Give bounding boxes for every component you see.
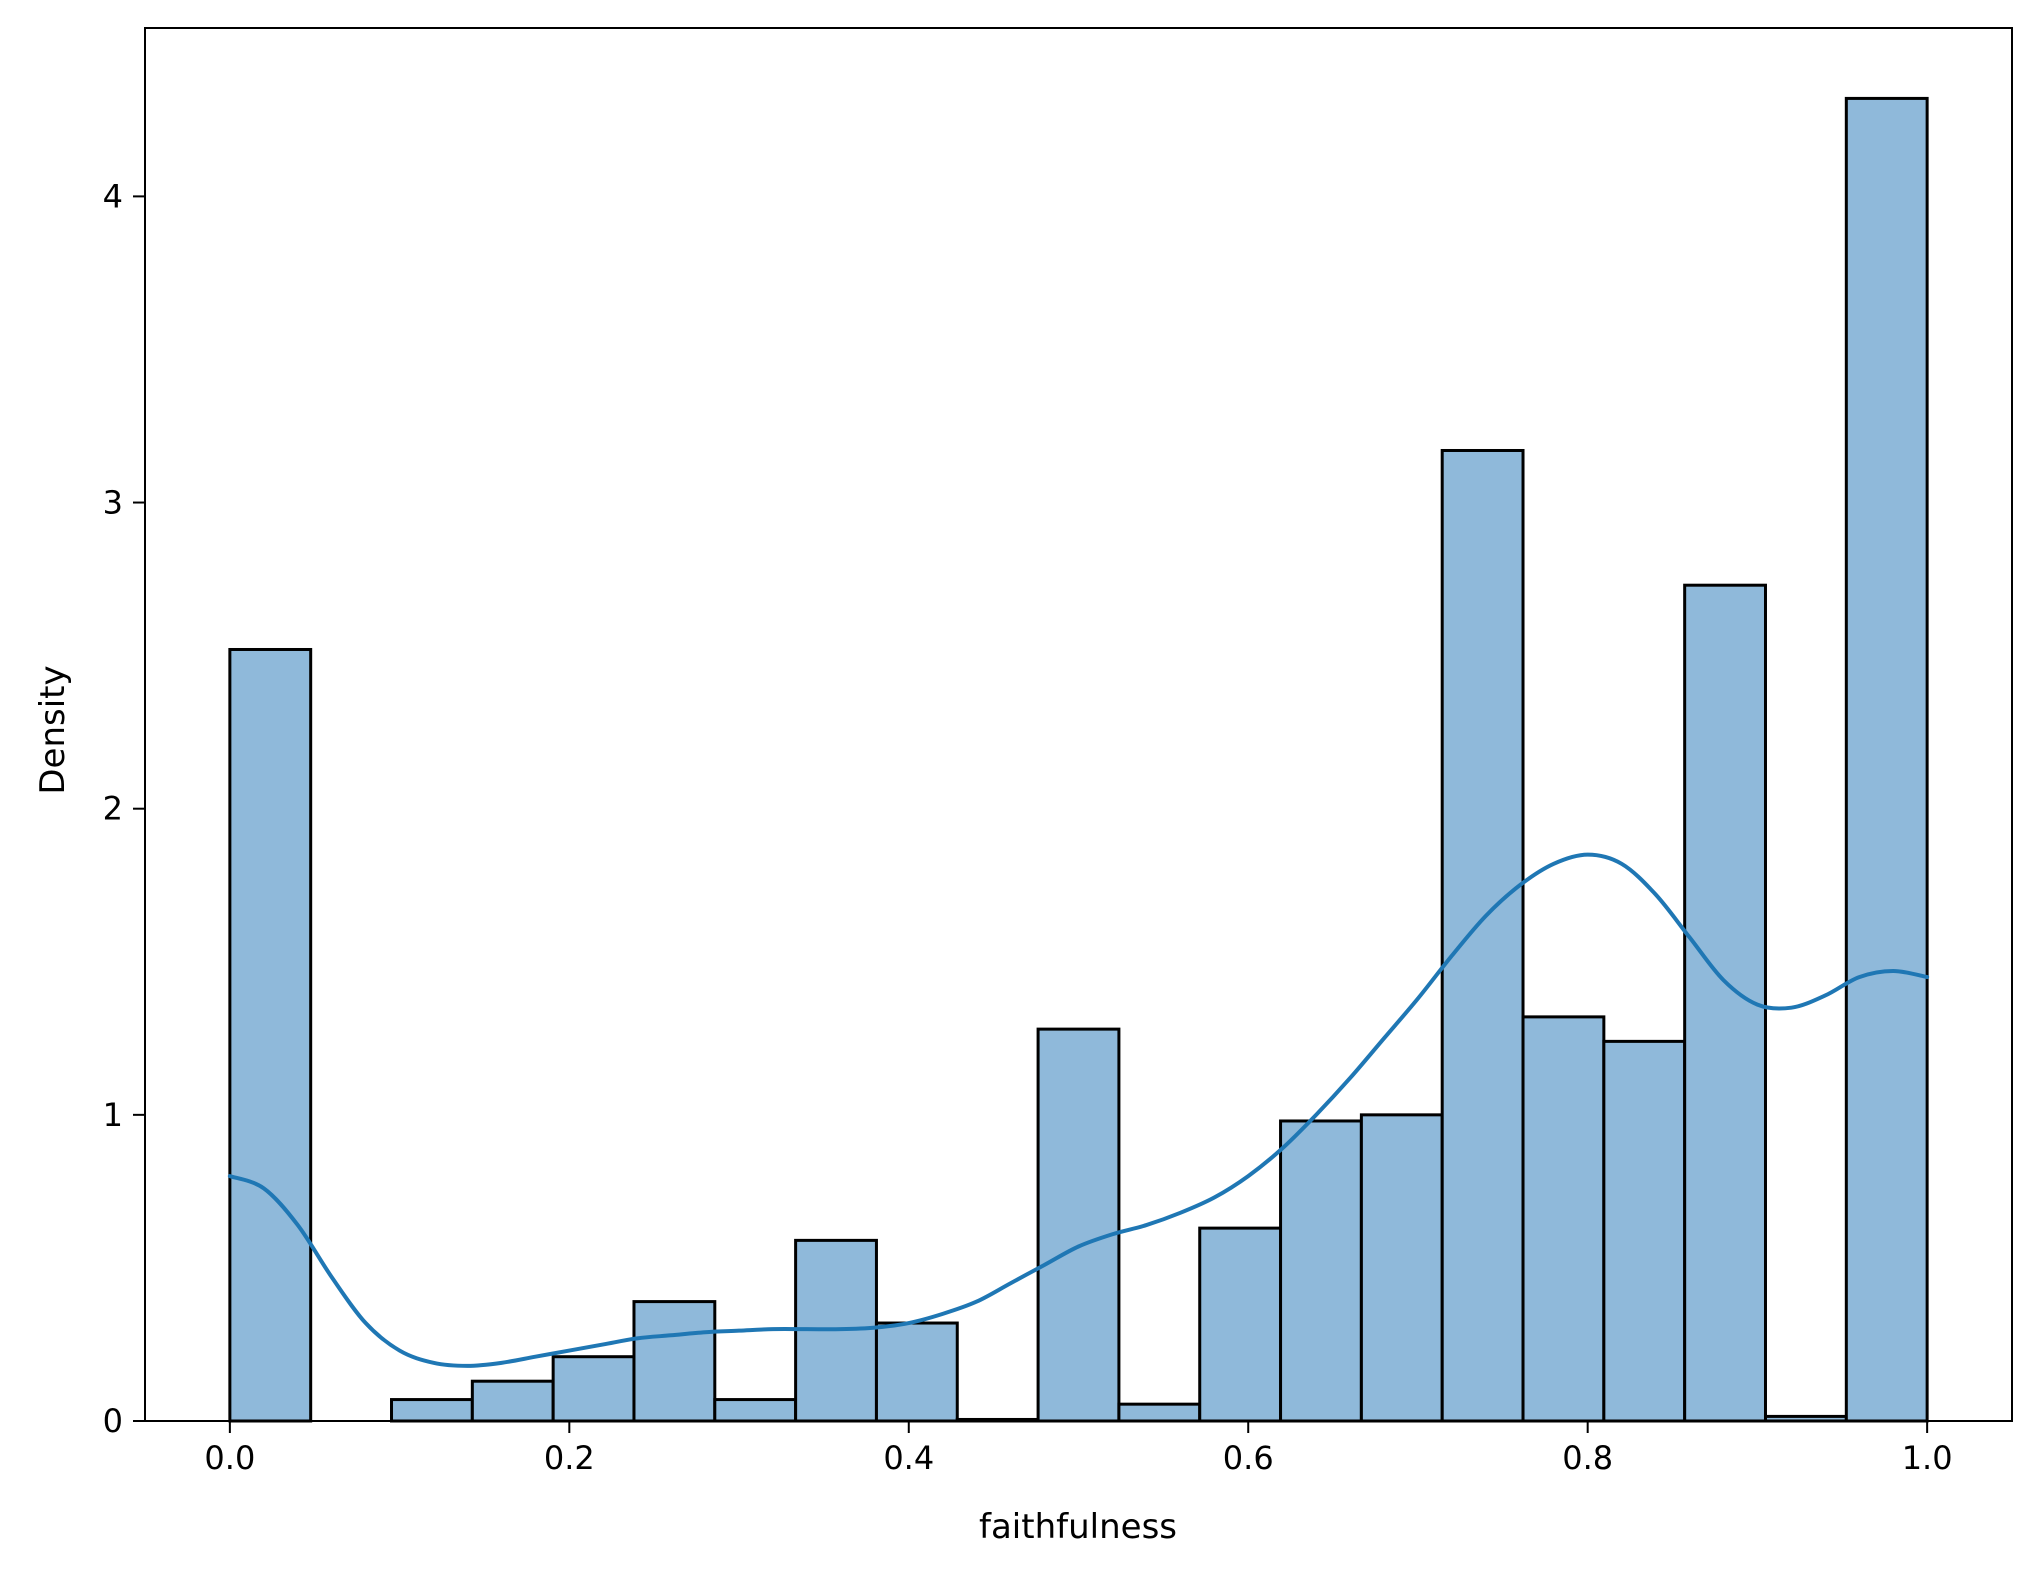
histogram-bar (1602, 1039, 1687, 1423)
x-axis-ticks: 0.0 0.2 0.4 0.6 0.8 1.0 (204, 1421, 1953, 1477)
histogram-bar (1279, 1119, 1363, 1423)
x-tick-label: 0.4 (883, 1439, 934, 1477)
plot-frame (144, 27, 2013, 1422)
x-tick-label: 0.6 (1223, 1439, 1274, 1477)
y-axis-ticks: 0 1 2 3 4 (103, 177, 145, 1440)
axes-layer (144, 27, 2013, 1422)
y-tick-label: 1 (103, 1096, 123, 1134)
histogram-bar (713, 1398, 798, 1423)
histogram-bar (1521, 1015, 1606, 1423)
kde-curve (227, 852, 1930, 1368)
histogram-bar (1117, 1402, 1202, 1423)
histogram-bar (1198, 1226, 1283, 1423)
histogram-bar (228, 647, 313, 1423)
y-tick-label: 3 (103, 484, 123, 522)
x-tick-label: 1.0 (1902, 1439, 1953, 1477)
histogram-bar (1844, 96, 1929, 1423)
x-tick-label: 0.2 (544, 1439, 595, 1477)
histogram-bar (1359, 1113, 1444, 1423)
histogram-bar (551, 1355, 636, 1423)
histogram-bar (1440, 448, 1525, 1423)
histogram-bar (390, 1398, 474, 1423)
x-tick-label: 0.8 (1562, 1439, 1613, 1477)
y-axis-label: Density (33, 665, 73, 794)
y-tick-label: 2 (103, 790, 123, 828)
y-tick-label: 0 (103, 1402, 123, 1440)
histogram-bar (632, 1300, 717, 1423)
kde-layer (227, 852, 1930, 1368)
bars-layer (228, 96, 1929, 1423)
histogram-bar (1036, 1027, 1121, 1423)
x-tick-label: 0.0 (204, 1439, 255, 1477)
histogram-bar (470, 1379, 555, 1423)
histogram-bar (874, 1321, 959, 1423)
x-axis-label: faithfulness (979, 1507, 1177, 1547)
y-tick-label: 4 (103, 177, 123, 215)
